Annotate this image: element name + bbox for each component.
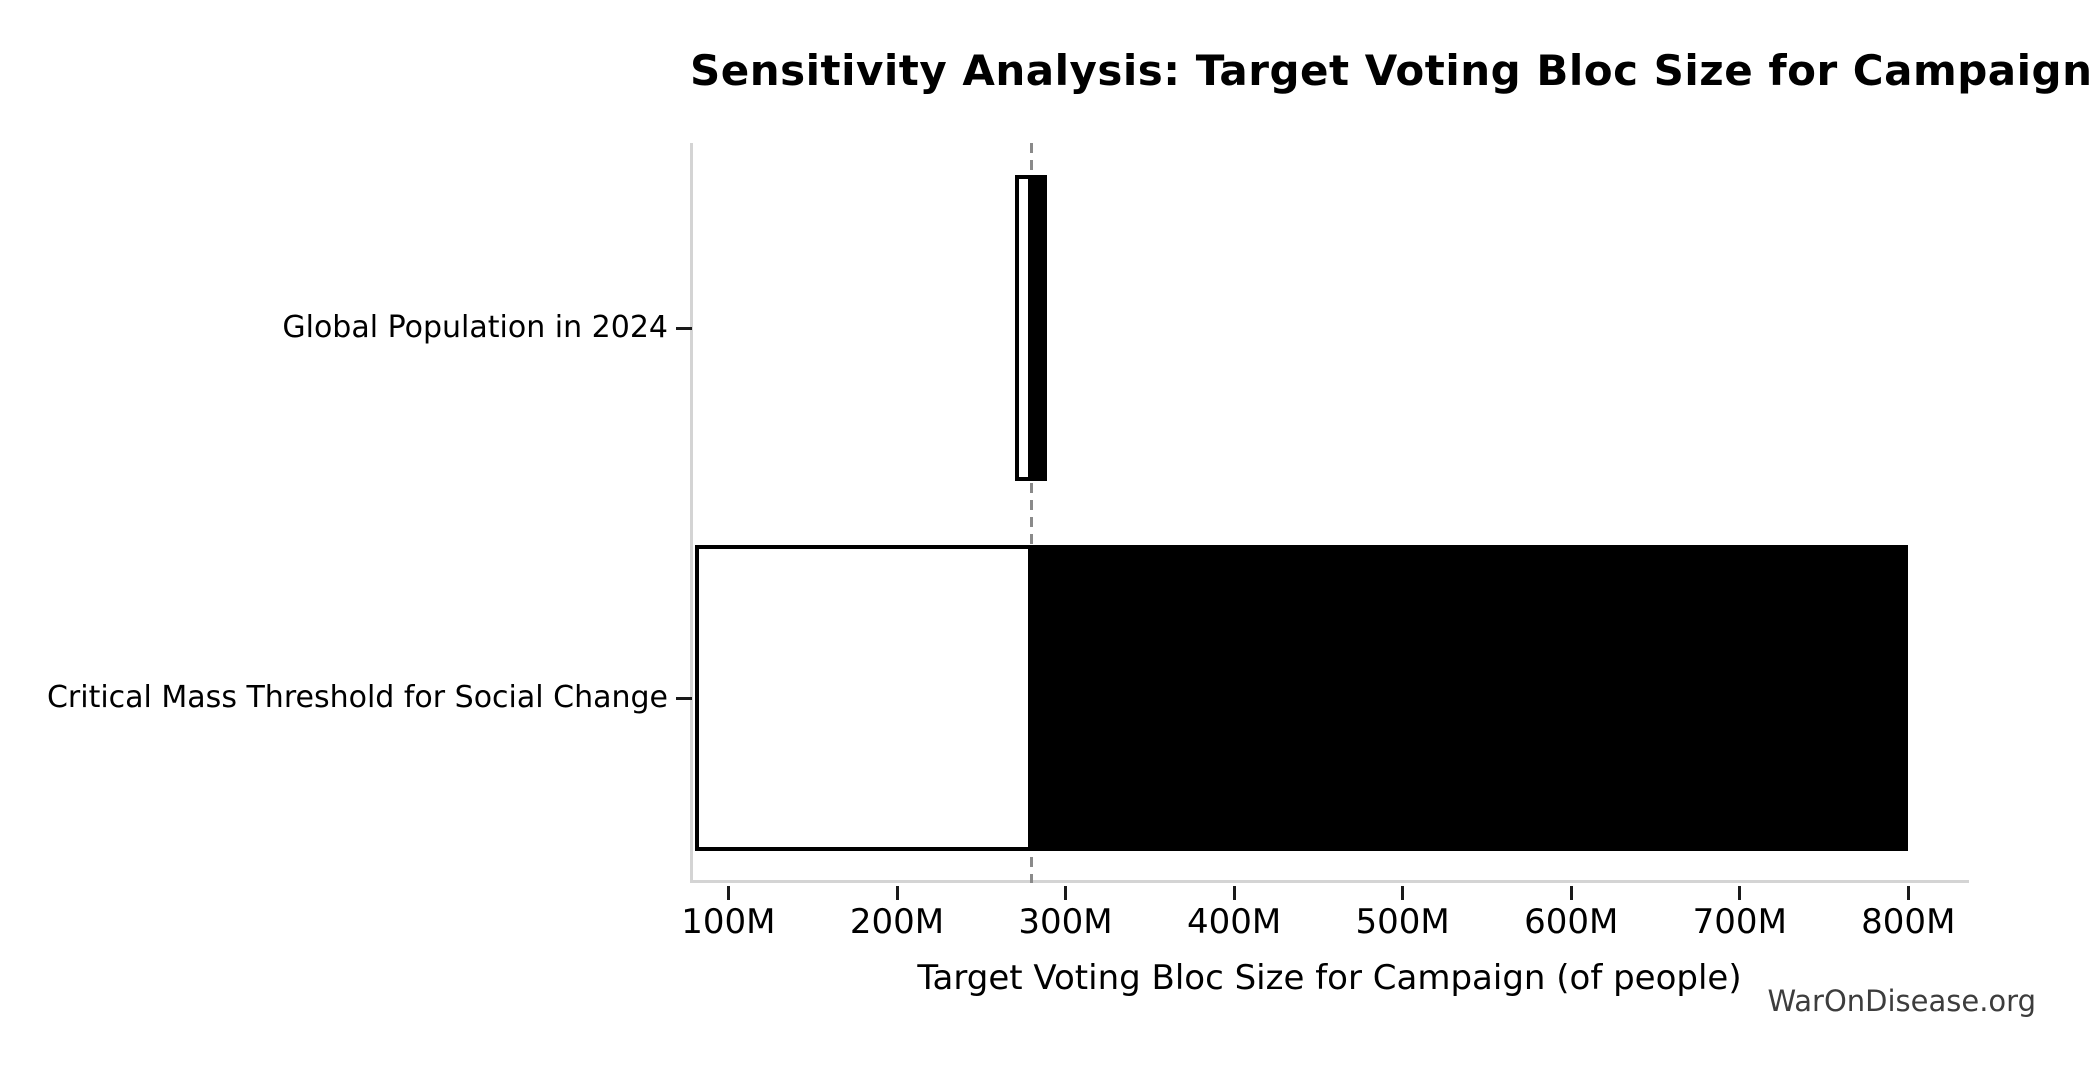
x-tick-label: 100M	[681, 902, 776, 942]
x-tick	[1232, 886, 1236, 900]
bar-segment-above-baseline	[1031, 175, 1047, 481]
x-tick-label: 600M	[1524, 902, 1619, 942]
x-tick-label: 800M	[1861, 902, 1956, 942]
watermark-text: WarOnDisease.org	[1767, 984, 2036, 1018]
x-tick	[1906, 886, 1910, 900]
bar-segment-below-baseline	[1014, 175, 1032, 481]
bar-segment-below-baseline	[694, 545, 1032, 851]
x-tick	[1064, 886, 1067, 900]
x-axis-label: Target Voting Bloc Size for Campaign (of…	[917, 958, 1742, 998]
baseline-dashed-line	[1030, 143, 1034, 883]
y-tick	[676, 696, 692, 700]
x-tick	[895, 886, 899, 900]
y-tick-label: Global Population in 2024	[282, 310, 668, 345]
x-tick	[1738, 886, 1742, 900]
x-tick-label: 300M	[1018, 902, 1113, 942]
y-tick-label: Critical Mass Threshold for Social Chang…	[46, 680, 668, 715]
x-tick-label: 400M	[1186, 902, 1282, 942]
x-tick-label: 200M	[849, 902, 945, 942]
x-tick-label: 500M	[1355, 902, 1450, 942]
x-tick	[1401, 886, 1405, 900]
y-tick	[676, 326, 692, 330]
chart-title: Sensitivity Analysis: Target Voting Bloc…	[690, 46, 2092, 95]
x-tick	[1569, 886, 1573, 900]
plot-area	[690, 143, 1969, 883]
x-tick-label: 700M	[1692, 902, 1787, 942]
bar-segment-above-baseline	[1031, 545, 1909, 851]
x-tick	[726, 886, 730, 900]
